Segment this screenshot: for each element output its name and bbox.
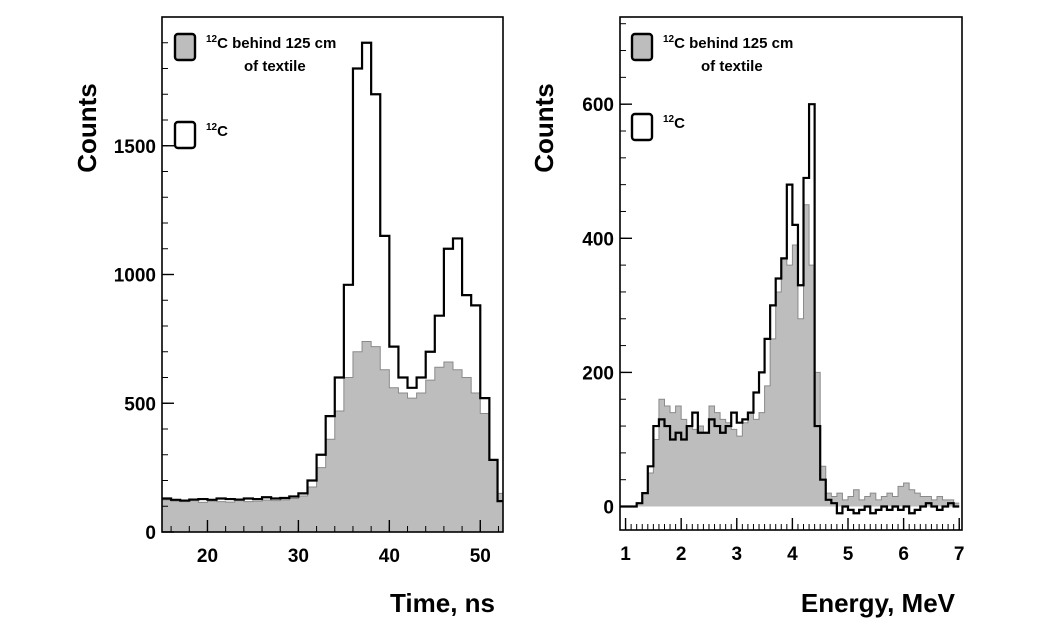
x-tick-label: 6: [898, 544, 909, 565]
y-tick-label: 500: [124, 394, 156, 415]
series-filled-outline: [162, 340, 503, 503]
legend-label-line2: of textile: [701, 58, 763, 75]
y-axis-title: Counts: [529, 83, 559, 173]
x-tick-label: 1: [620, 544, 631, 565]
y-tick-label: 1000: [114, 266, 156, 287]
series-filled-histogram: [620, 204, 960, 507]
x-tick-label: 5: [843, 544, 854, 565]
y-tick-label: 0: [603, 498, 614, 519]
legend-swatch-filled: [173, 32, 197, 62]
legend-superscript: 12: [663, 34, 675, 45]
series-open-histogram: [162, 41, 503, 503]
legend-label: 12C behind 125 cm: [206, 34, 336, 52]
x-tick-label: 4: [787, 544, 798, 565]
x-axis-title: Time, ns: [390, 588, 495, 618]
plot-area: [620, 103, 960, 515]
series-filled-outline: [620, 204, 960, 508]
x-tick-label: 30: [288, 546, 309, 567]
legend-swatch-open: [173, 120, 197, 150]
legend-superscript: 12: [206, 34, 218, 45]
x-tick-label: 3: [731, 544, 742, 565]
y-axis-title: Counts: [72, 83, 102, 173]
legend-label-line2: of textile: [244, 58, 306, 75]
y-tick-label: 200: [582, 363, 614, 384]
y-tick-label: 0: [145, 523, 156, 544]
y-tick-label: 600: [582, 95, 614, 116]
legend-label-main: C: [217, 123, 228, 140]
plot-frame: [619, 16, 963, 531]
plot-area: [162, 41, 503, 532]
x-tick-label: 2: [676, 544, 687, 565]
y-tick-label: 1500: [114, 137, 156, 158]
series-open-histogram: [620, 103, 960, 515]
legend-label-main: C behind 125 cm: [674, 35, 793, 52]
legend-label-main: C: [674, 115, 685, 132]
legend-swatch-open: [630, 112, 654, 142]
x-tick-label: 40: [379, 546, 400, 567]
legend-label-main: C behind 125 cm: [217, 35, 336, 52]
legend-superscript: 12: [663, 114, 675, 125]
legend-swatch-filled: [630, 32, 654, 62]
legend-label: 12C behind 125 cm: [663, 34, 793, 52]
series-filled-histogram: [162, 341, 503, 532]
legend-label: 12C: [206, 122, 228, 140]
legend-label: 12C: [663, 114, 685, 132]
x-tick-label: 7: [954, 544, 965, 565]
x-tick-label: 20: [197, 546, 218, 567]
y-tick-label: 400: [582, 229, 614, 250]
x-axis-title: Energy, MeV: [801, 588, 956, 618]
legend-superscript: 12: [206, 122, 218, 133]
x-tick-label: 50: [470, 546, 491, 567]
